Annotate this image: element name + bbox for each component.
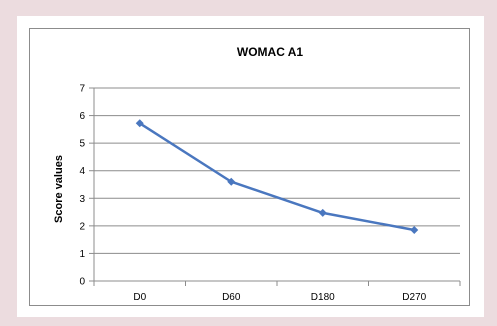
tick-labels: 0 1 2 3 4 5 6 7 D0 D60 D180 D270 — [79, 84, 426, 304]
data-point-marker — [227, 177, 236, 186]
line-chart: WOMAC A1 Score values 0 1 2 3 4 5 6 7 D0 D60 D180 D… — [53, 45, 461, 304]
chart-frame: WOMAC A1 Score values 0 1 2 3 4 5 6 7 D0 D60 D180 D… — [17, 16, 484, 317]
y-tick-label: 2 — [79, 221, 85, 232]
x-tick-label: D180 — [311, 292, 335, 303]
axes — [89, 87, 461, 286]
chart-area: WOMAC A1 Score values 0 1 2 3 4 5 6 7 D0 D60 D180 D… — [29, 28, 470, 306]
y-tick-label: 5 — [79, 139, 85, 150]
series-line — [138, 122, 416, 232]
y-tick-label: 6 — [79, 111, 85, 122]
series — [135, 119, 419, 234]
data-point-marker — [410, 225, 419, 234]
y-axis-label: Score values — [53, 155, 65, 223]
y-tick-label: 0 — [79, 277, 85, 288]
x-tick-label: D0 — [133, 292, 146, 303]
chart-title: WOMAC A1 — [237, 45, 304, 59]
y-tick-label: 3 — [79, 194, 85, 205]
y-tick-label: 4 — [79, 166, 85, 177]
x-tick-label: D270 — [402, 292, 426, 303]
data-point-marker — [135, 119, 144, 128]
x-tick-label: D60 — [222, 292, 241, 303]
y-tick-label: 1 — [79, 249, 85, 260]
data-point-marker — [318, 208, 327, 217]
y-tick-label: 7 — [79, 84, 85, 95]
